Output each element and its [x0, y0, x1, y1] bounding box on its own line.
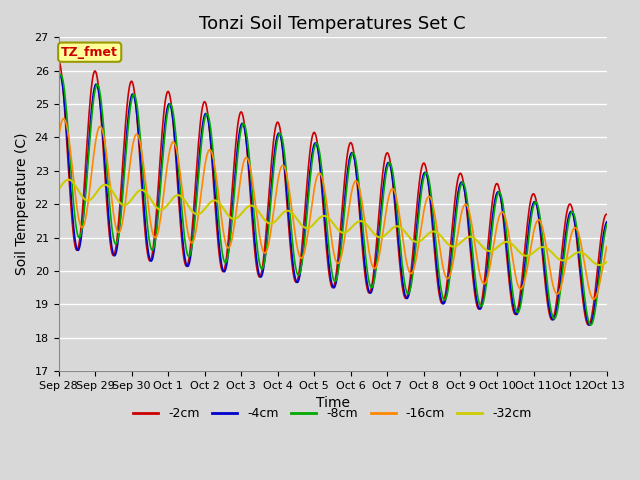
-2cm: [54, 58, 62, 63]
-2cm: [603, 211, 611, 217]
-32cm: [54, 187, 62, 192]
-16cm: [325, 216, 333, 222]
-16cm: [54, 135, 62, 141]
-16cm: [378, 235, 386, 241]
Line: -32cm: -32cm: [58, 180, 607, 265]
-2cm: [175, 199, 182, 205]
-4cm: [176, 198, 184, 204]
-8cm: [603, 222, 611, 228]
Line: -4cm: -4cm: [58, 74, 607, 325]
-32cm: [199, 208, 207, 214]
-32cm: [596, 262, 604, 268]
-4cm: [603, 219, 611, 225]
-16cm: [199, 174, 207, 180]
X-axis label: Time: Time: [316, 396, 349, 410]
Line: -8cm: -8cm: [58, 75, 607, 325]
-16cm: [432, 220, 440, 226]
-16cm: [176, 166, 184, 171]
-4cm: [554, 304, 561, 310]
-4cm: [586, 322, 594, 328]
-32cm: [554, 255, 561, 261]
-2cm: [584, 322, 592, 328]
-16cm: [603, 244, 611, 250]
-4cm: [199, 118, 207, 124]
-8cm: [554, 309, 561, 315]
-4cm: [325, 260, 333, 266]
-4cm: [378, 195, 386, 201]
-32cm: [603, 259, 611, 265]
-32cm: [378, 234, 386, 240]
-16cm: [554, 291, 561, 297]
-8cm: [325, 243, 333, 249]
-2cm: [378, 184, 385, 190]
-32cm: [432, 229, 440, 235]
-8cm: [587, 322, 595, 328]
-16cm: [60, 116, 68, 121]
-2cm: [198, 105, 206, 110]
Y-axis label: Soil Temperature (C): Soil Temperature (C): [15, 133, 29, 276]
-16cm: [590, 296, 598, 302]
-2cm: [552, 300, 560, 306]
-8cm: [199, 125, 207, 131]
Text: TZ_fmet: TZ_fmet: [61, 46, 118, 59]
-8cm: [176, 177, 184, 183]
-8cm: [57, 72, 65, 78]
-2cm: [431, 258, 439, 264]
-4cm: [54, 73, 62, 79]
-32cm: [176, 192, 184, 198]
-8cm: [432, 241, 440, 247]
-32cm: [65, 177, 72, 182]
Line: -16cm: -16cm: [58, 119, 607, 299]
Legend: -2cm, -4cm, -8cm, -16cm, -32cm: -2cm, -4cm, -8cm, -16cm, -32cm: [129, 402, 537, 425]
-2cm: [324, 262, 332, 268]
-32cm: [325, 216, 333, 221]
Title: Tonzi Soil Temperatures Set C: Tonzi Soil Temperatures Set C: [199, 15, 466, 33]
-4cm: [56, 72, 63, 77]
-4cm: [432, 256, 440, 262]
-8cm: [54, 77, 62, 83]
Line: -2cm: -2cm: [58, 60, 607, 325]
-8cm: [378, 206, 386, 212]
